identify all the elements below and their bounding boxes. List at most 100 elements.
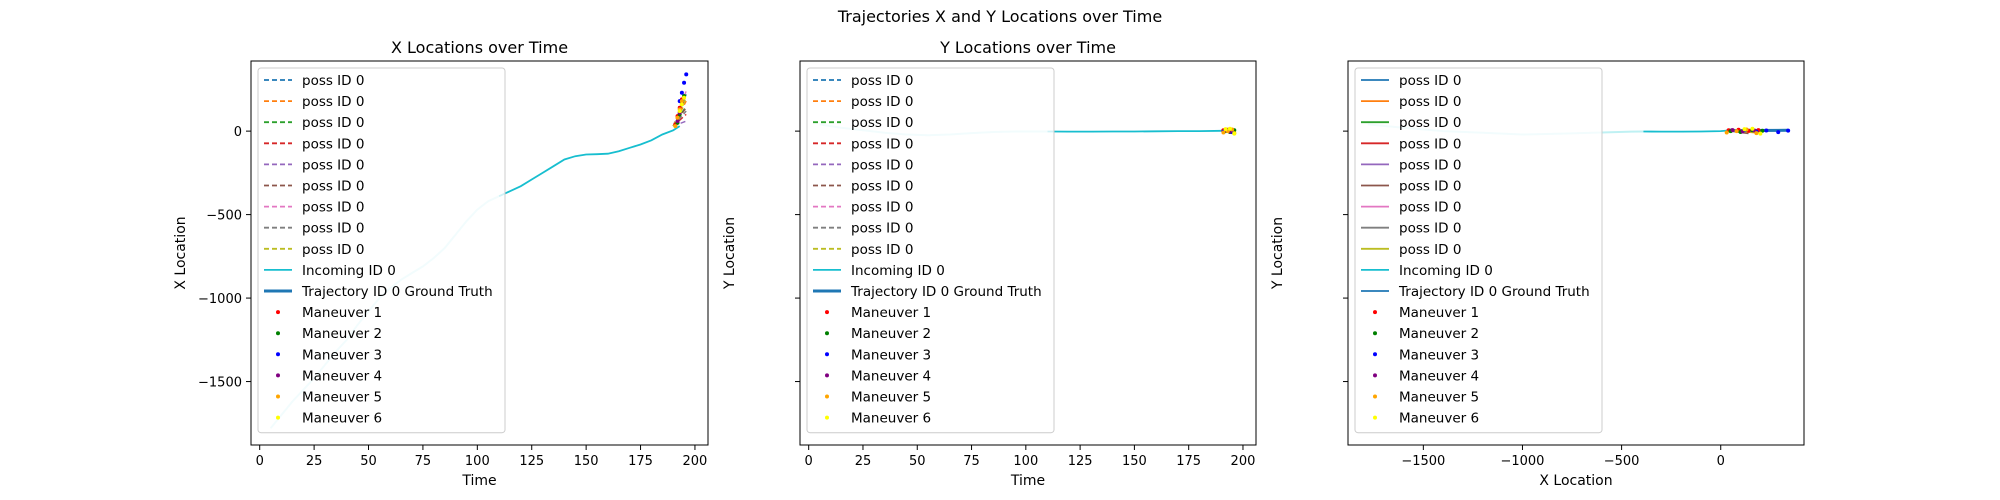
- maneuver-6-point: [679, 102, 684, 107]
- maneuver-5-point: [1724, 130, 1729, 135]
- legend-label: poss ID 0: [1399, 136, 1461, 152]
- legend-label: Maneuver 3: [851, 347, 931, 363]
- legend-box: [257, 67, 506, 434]
- chart-panel-1: X Locations over Time Time X Location 0 25 50…: [173, 38, 709, 489]
- chart-title: Y Locations over Time: [939, 38, 1116, 57]
- y-axis-label: Y Location: [1270, 217, 1286, 290]
- legend-marker-maneuver-5: [1373, 394, 1377, 399]
- chart-panel-3: X Location Y Location −1500 −1000 −500 0 poss …: [1270, 60, 1805, 489]
- maneuver-3-point: [1776, 130, 1781, 135]
- y-tick-label: −1500: [198, 376, 242, 391]
- x-tick-label: 200: [1231, 454, 1256, 469]
- maneuver-6-point: [682, 95, 687, 100]
- maneuver-3-point: [684, 72, 689, 77]
- legend-label: Maneuver 2: [1399, 326, 1479, 342]
- incoming-line: [1047, 129, 1228, 133]
- legend-label: poss ID 0: [1399, 221, 1461, 237]
- maneuver-6-point: [677, 109, 682, 114]
- legend-marker-maneuver-1: [1373, 310, 1377, 315]
- y-axis-label: X Location: [173, 216, 189, 289]
- x-tick-label: −500: [1604, 454, 1640, 469]
- legend-label: poss ID 0: [851, 115, 913, 131]
- legend-marker-maneuver-4: [825, 373, 829, 378]
- legend-marker-maneuver-4: [276, 373, 280, 378]
- incoming-line: [498, 125, 681, 198]
- x-tick-label: 0: [256, 454, 264, 469]
- maneuver-5-point: [1221, 130, 1226, 135]
- legend-marker-maneuver-1: [276, 310, 280, 315]
- legend-label: poss ID 0: [851, 200, 913, 216]
- x-tick-label: 200: [683, 454, 708, 469]
- legend-label: Maneuver 3: [1399, 347, 1479, 363]
- maneuver-6-point: [1227, 126, 1232, 131]
- legend-marker-maneuver-6: [276, 415, 280, 420]
- maneuver-3-point: [679, 90, 684, 95]
- maneuver-5-point: [1754, 131, 1759, 136]
- incoming-line: [1643, 129, 1727, 133]
- maneuver-6-point: [1742, 127, 1747, 132]
- x-tick-label: 125: [1068, 454, 1093, 469]
- legend-label: Incoming ID 0: [851, 263, 945, 279]
- y-tick-label: −500: [206, 209, 242, 224]
- x-tick-label: 50: [909, 454, 926, 469]
- axes-frame: [1347, 60, 1805, 446]
- legend-label: poss ID 0: [1399, 115, 1461, 131]
- maneuver-4-point: [1730, 128, 1735, 133]
- y-axis-label: Y Location: [722, 217, 738, 290]
- legend-label: poss ID 0: [851, 94, 913, 110]
- legend-label: poss ID 0: [302, 200, 364, 216]
- legend-box: [1354, 67, 1603, 434]
- legend-label: Maneuver 4: [302, 368, 382, 384]
- x-tick-label: 75: [415, 454, 432, 469]
- legend-label: Incoming ID 0: [302, 263, 396, 279]
- legend-label: poss ID 0: [302, 157, 364, 173]
- legend-marker-maneuver-6: [825, 415, 829, 420]
- legend-label: Maneuver 5: [302, 390, 382, 406]
- maneuver-6-point: [1223, 127, 1228, 132]
- legend-label: Maneuver 2: [851, 326, 931, 342]
- legend-label: poss ID 0: [302, 94, 364, 110]
- legend-label: poss ID 0: [851, 136, 913, 152]
- legend-label: poss ID 0: [302, 115, 364, 131]
- x-tick-label: 175: [1176, 454, 1201, 469]
- chart-title: X Locations over Time: [391, 38, 568, 57]
- legend-box: [806, 67, 1055, 434]
- legend-label: poss ID 0: [1399, 242, 1461, 258]
- legend-label: Trajectory ID 0 Ground Truth: [1398, 284, 1590, 300]
- legend-label: poss ID 0: [302, 242, 364, 258]
- legend-label: Maneuver 6: [851, 411, 931, 427]
- x-tick-label: 0: [1717, 454, 1725, 469]
- legend-label: poss ID 0: [1399, 73, 1461, 89]
- maneuver-5-point: [679, 99, 684, 104]
- maneuver-3-point: [1764, 128, 1769, 133]
- x-tick-label: 150: [574, 454, 599, 469]
- legend-marker-maneuver-2: [1373, 331, 1377, 336]
- legend-marker-maneuver-2: [825, 331, 829, 336]
- legend-marker-maneuver-2: [276, 331, 280, 336]
- x-tick-label: 25: [855, 454, 872, 469]
- x-tick-label: 75: [963, 454, 980, 469]
- maneuver-4-point: [675, 119, 680, 124]
- legend-label: Maneuver 5: [1399, 390, 1479, 406]
- maneuver-5-point: [1734, 129, 1739, 134]
- legend-label: Maneuver 4: [851, 368, 931, 384]
- x-axis-label: X Location: [1539, 473, 1612, 489]
- poss-line-9: [672, 97, 687, 127]
- legend-marker-maneuver-6: [1373, 415, 1377, 420]
- y-tick-label: −1000: [198, 292, 242, 307]
- legend: poss ID 0 poss ID 0 poss ID 0 poss ID 0 poss…: [257, 67, 506, 434]
- x-tick-label: −1000: [1500, 454, 1544, 469]
- legend-marker-maneuver-3: [825, 352, 829, 357]
- legend-label: poss ID 0: [1399, 157, 1461, 173]
- maneuver-2-point: [1760, 128, 1765, 133]
- legend-label: Maneuver 1: [302, 305, 382, 321]
- legend-label: Trajectory ID 0 Ground Truth: [850, 284, 1042, 300]
- legend: poss ID 0 poss ID 0 poss ID 0 poss ID 0 poss…: [806, 67, 1055, 434]
- x-tick-label: 100: [465, 454, 490, 469]
- legend-label: Maneuver 2: [302, 326, 382, 342]
- legend-label: Maneuver 6: [302, 411, 382, 427]
- legend-label: poss ID 0: [1399, 200, 1461, 216]
- maneuver-5-point: [675, 115, 680, 120]
- legend-marker-maneuver-5: [825, 394, 829, 399]
